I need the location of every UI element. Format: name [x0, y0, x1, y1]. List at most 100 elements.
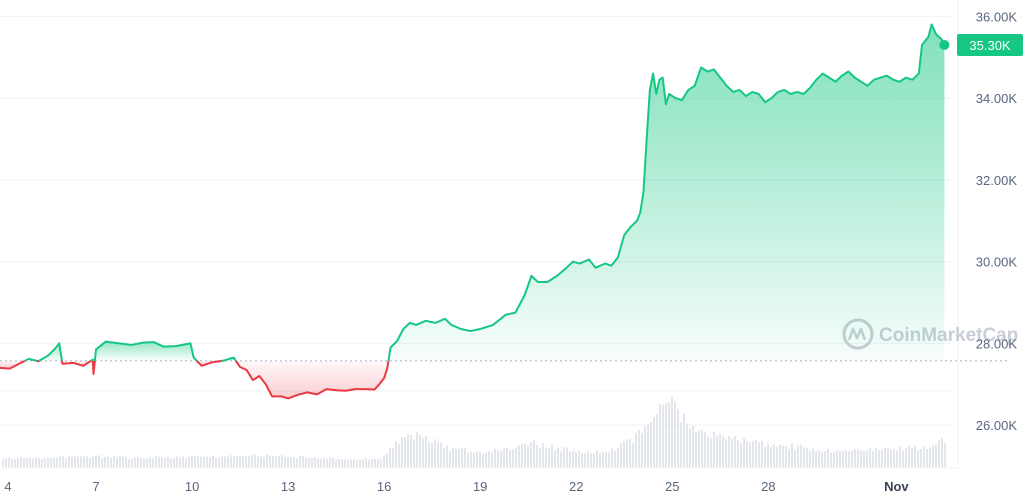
volume-bar [926, 448, 928, 467]
volume-bar [179, 457, 181, 467]
volume-bar [626, 439, 628, 467]
volume-bar [2, 459, 4, 467]
volume-bar [560, 451, 562, 467]
volume-bar [149, 457, 151, 467]
volume-bar [32, 458, 34, 467]
volume-bar [755, 439, 757, 467]
volume-bar [905, 448, 907, 467]
volume-bar [536, 444, 538, 467]
volume-bar [158, 456, 160, 467]
volume-bar [134, 457, 136, 467]
volume-bar [530, 442, 532, 467]
volume-bar [254, 454, 256, 467]
price-line-down [60, 360, 92, 367]
volume-bar [776, 447, 778, 467]
volume-bar [890, 450, 892, 467]
x-tick-label: 10 [185, 479, 199, 494]
volume-bar [248, 456, 250, 467]
volume-bar [143, 458, 145, 467]
volume-bar [794, 449, 796, 467]
volume-bar [236, 455, 238, 467]
volume-bar [734, 436, 736, 467]
volume-bar [743, 437, 745, 467]
volume-bar [317, 458, 319, 467]
volume-bar [167, 456, 169, 467]
volume-bar [650, 421, 652, 467]
volume-bar [746, 441, 748, 467]
volume-bar [623, 441, 625, 467]
volume-bar [446, 445, 448, 467]
volume-bar [392, 448, 394, 467]
volume-bar [557, 447, 559, 467]
volume-bar [809, 451, 811, 467]
volume-bar [338, 458, 340, 467]
volume-bar [320, 458, 322, 467]
volume-bar [413, 439, 415, 467]
volume-bar [644, 426, 646, 467]
volume-bar [224, 456, 226, 467]
volume-bar [314, 457, 316, 467]
volume-bar [371, 458, 373, 467]
volume-bar [668, 402, 670, 467]
last-price-dot [939, 39, 950, 50]
y-axis: 26.00K 28.00K 30.00K 32.00K 34.00K 36.00K [976, 9, 1018, 433]
volume-bar [884, 447, 886, 467]
volume-bar [377, 458, 379, 467]
area-fill-down [0, 360, 25, 369]
volume-bar [923, 447, 925, 467]
volume-bar [605, 451, 607, 467]
volume-bar [485, 452, 487, 467]
volume-bar [245, 455, 247, 467]
volume-bar [584, 453, 586, 467]
volume-bar [662, 404, 664, 467]
volume-bar [302, 455, 304, 467]
volume-bar [875, 447, 877, 467]
volume-bar [815, 451, 817, 467]
volume-bar [269, 455, 271, 467]
volume-bar [452, 447, 454, 467]
price-line-up [387, 23, 946, 362]
volume-bar [497, 450, 499, 467]
volume-bar [611, 448, 613, 467]
volume-bar [389, 447, 391, 467]
volume-bar [800, 444, 802, 467]
volume-bar [26, 457, 28, 467]
volume-bar [308, 458, 310, 467]
volume-bar [335, 459, 337, 467]
volume-bar [119, 456, 121, 467]
y-tick-label: 30.00K [976, 255, 1018, 270]
volume-bar [164, 458, 166, 467]
volume-bar [491, 452, 493, 467]
volume-bar [332, 457, 334, 467]
volume-bar [137, 456, 139, 467]
volume-bar [587, 451, 589, 467]
volume-bar [608, 452, 610, 467]
volume-bar [824, 450, 826, 467]
volume-bar [920, 448, 922, 467]
volume-bar [638, 430, 640, 467]
volume-bar [806, 448, 808, 467]
x-tick-label: 7 [92, 479, 99, 494]
volume-bar [293, 457, 295, 467]
price-line-down [0, 359, 26, 370]
volume-bar [89, 457, 91, 467]
volume-bar [860, 450, 862, 467]
volume-bar [272, 456, 274, 467]
volume-bar [341, 459, 343, 467]
volume-bar [395, 441, 397, 467]
volume-bar [449, 450, 451, 467]
volume-bar [128, 459, 130, 467]
volume-bar [206, 456, 208, 467]
volume-bar [464, 447, 466, 467]
y-tick-label: 36.00K [976, 9, 1018, 24]
volume-bar [701, 430, 703, 467]
volume-bar [161, 457, 163, 467]
volume-bar [329, 457, 331, 467]
volume-bar [938, 440, 940, 467]
volume-bar [872, 451, 874, 467]
price-line-up [90, 358, 94, 362]
volume-bar [185, 458, 187, 467]
volume-bar [437, 441, 439, 467]
volume-bar [386, 453, 388, 467]
volume-bar [182, 456, 184, 467]
